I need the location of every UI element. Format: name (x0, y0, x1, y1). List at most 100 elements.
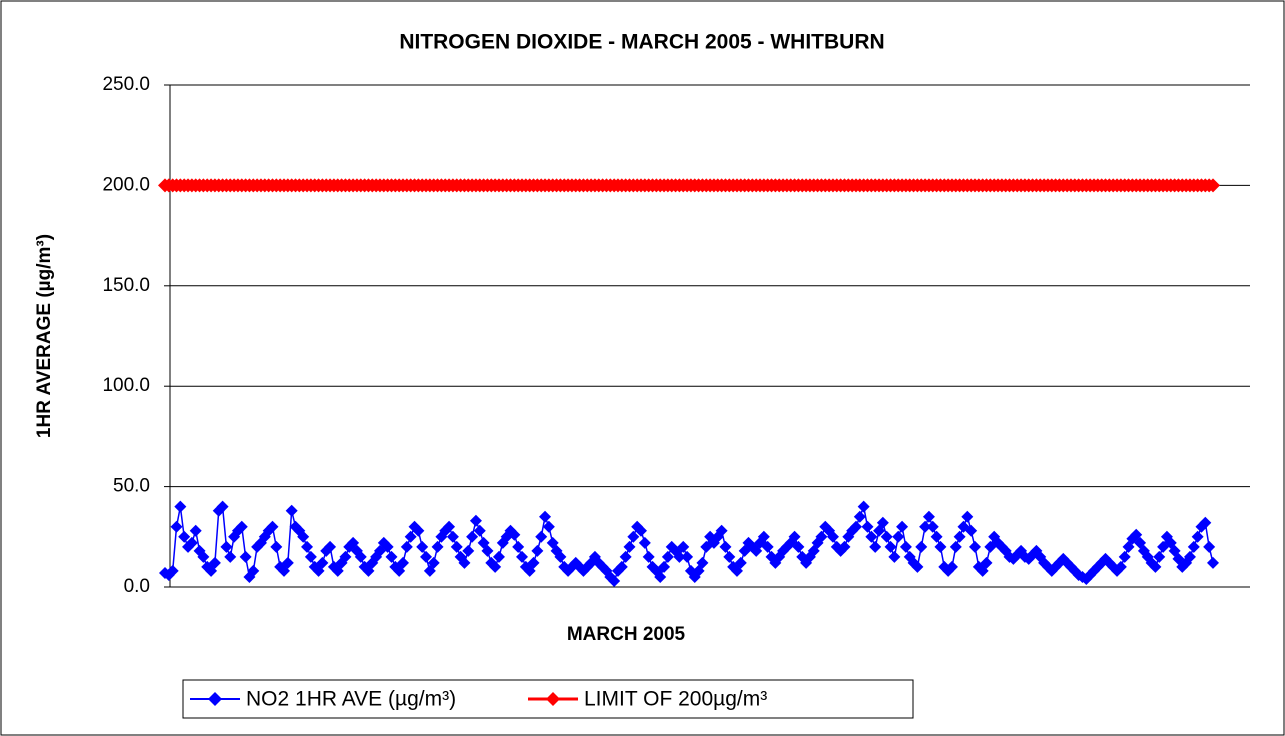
data-point (220, 540, 233, 553)
legend-label: LIMIT OF 200µg/m³ (584, 688, 767, 711)
y-tick-label: 200.0 (102, 174, 150, 195)
data-point (945, 560, 958, 573)
data-point (1183, 550, 1196, 563)
data-point (535, 530, 548, 543)
data-point (838, 540, 851, 553)
data-point (247, 564, 260, 577)
data-point (968, 540, 981, 553)
data-point (1206, 178, 1220, 193)
data-point (1153, 550, 1166, 563)
data-point (934, 540, 947, 553)
data-point (849, 520, 862, 533)
data-point (339, 550, 352, 563)
data-point (661, 550, 674, 563)
data-point (677, 540, 690, 553)
data-point (696, 556, 709, 569)
data-point (301, 540, 314, 553)
data-point (354, 550, 367, 563)
data-point (980, 556, 993, 569)
data-point (857, 500, 870, 513)
data-point (949, 540, 962, 553)
data-point (1191, 530, 1204, 543)
data-point (189, 524, 202, 537)
data-point (443, 520, 456, 533)
data-point (316, 556, 329, 569)
data-point (1149, 560, 1162, 573)
data-point (235, 520, 248, 533)
data-point (953, 530, 966, 543)
data-point (919, 520, 932, 533)
data-point (896, 520, 909, 533)
data-point (400, 540, 413, 553)
data-point (1187, 540, 1200, 553)
data-point (500, 530, 513, 543)
data-point (861, 520, 874, 533)
data-point (324, 540, 337, 553)
data-point (554, 550, 567, 563)
data-point (527, 556, 540, 569)
y-tick-label: 150.0 (102, 275, 150, 296)
data-point (542, 520, 555, 533)
data-point (638, 536, 651, 549)
data-point (170, 520, 183, 533)
data-point (757, 530, 770, 543)
y-tick-label: 0.0 (124, 576, 150, 597)
chart-title: NITROGEN DIOXIDE - MARCH 2005 - WHITBURN (399, 31, 884, 54)
legend-marker (208, 692, 222, 706)
data-point (892, 530, 905, 543)
data-point (792, 540, 805, 553)
data-point (481, 544, 494, 557)
data-point (619, 550, 632, 563)
data-point (166, 564, 179, 577)
data-point (1199, 516, 1212, 529)
y-tick-label: 100.0 (102, 375, 150, 396)
data-point (412, 524, 425, 537)
data-point (623, 540, 636, 553)
data-point (627, 530, 640, 543)
y-tick-label: 50.0 (113, 476, 150, 497)
data-point (397, 556, 410, 569)
data-point (826, 530, 839, 543)
data-point (381, 540, 394, 553)
data-point (512, 540, 525, 553)
data-point (1203, 540, 1216, 553)
data-point (239, 550, 252, 563)
data-point (884, 540, 897, 553)
data-point (385, 550, 398, 563)
data-point (178, 530, 191, 543)
data-point (734, 556, 747, 569)
data-point (961, 510, 974, 523)
data-point (723, 550, 736, 563)
data-point (965, 524, 978, 537)
data-point (466, 530, 479, 543)
data-point (880, 530, 893, 543)
data-point (930, 530, 943, 543)
data-point (489, 560, 502, 573)
data-point (899, 540, 912, 553)
data-point (458, 556, 471, 569)
data-point (208, 556, 221, 569)
data-point (681, 550, 694, 563)
data-point (185, 536, 198, 549)
data-point (174, 500, 187, 513)
data-point (281, 556, 294, 569)
data-point (922, 510, 935, 523)
data-point (876, 516, 889, 529)
data-point (642, 550, 655, 563)
data-point (285, 504, 298, 517)
data-point (853, 510, 866, 523)
y-tick-label: 250.0 (102, 74, 150, 95)
data-point (1207, 556, 1219, 569)
data-point (270, 540, 283, 553)
data-point (869, 540, 882, 553)
data-point (1114, 560, 1127, 573)
data-point (304, 550, 317, 563)
data-point (673, 550, 686, 563)
data-point (635, 524, 648, 537)
data-point (788, 530, 801, 543)
data-point (654, 570, 667, 583)
data-point (427, 556, 440, 569)
data-point (297, 530, 310, 543)
